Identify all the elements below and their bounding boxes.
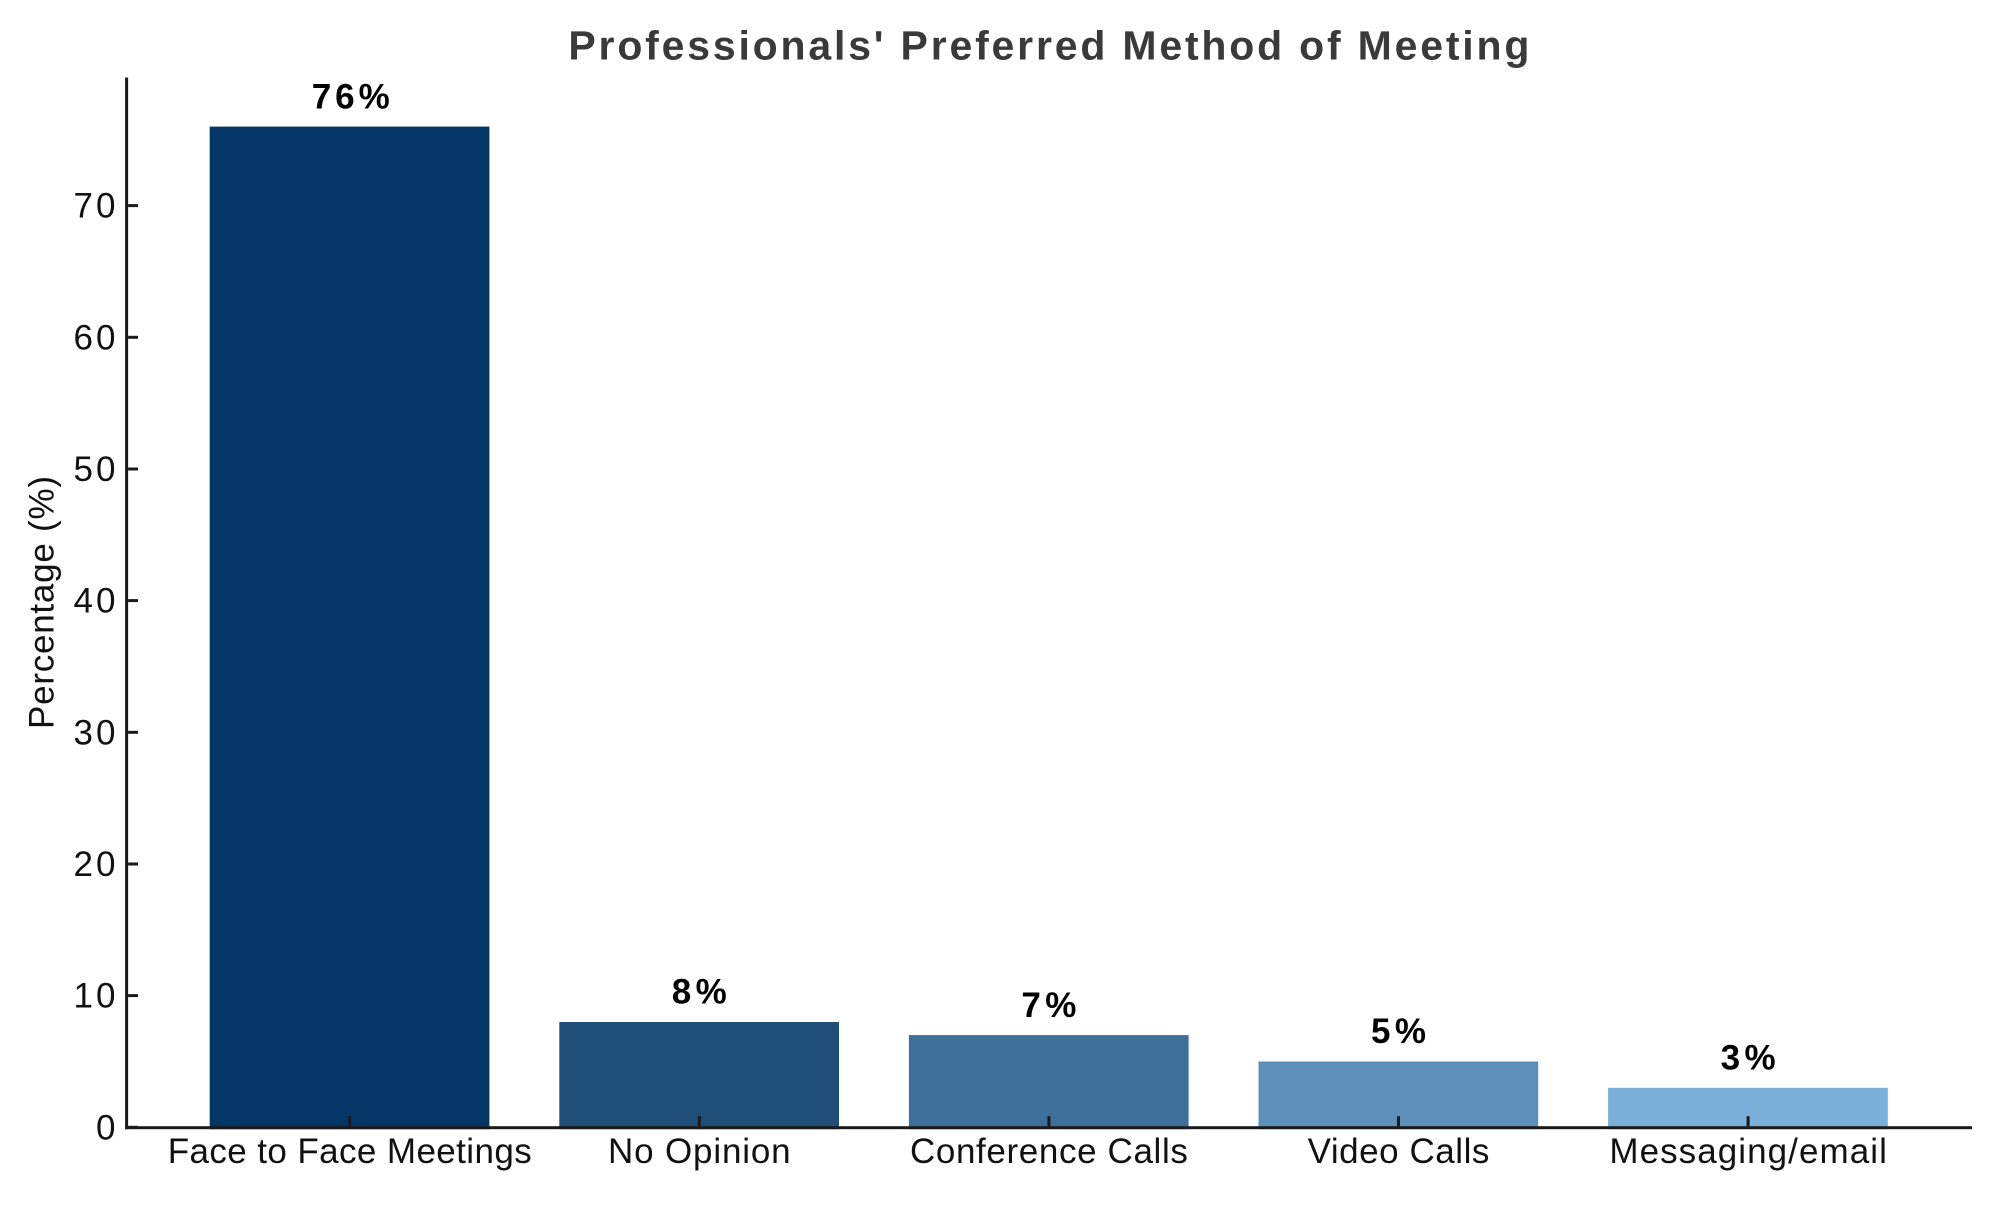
svg-text:5%: 5% [1371, 1012, 1426, 1051]
svg-text:7%: 7% [1021, 986, 1076, 1025]
svg-text:Conference Calls: Conference Calls [910, 1132, 1188, 1171]
svg-text:Percentage (%): Percentage (%) [22, 476, 61, 729]
svg-text:0: 0 [96, 1108, 115, 1147]
svg-text:3%: 3% [1721, 1039, 1776, 1078]
svg-text:Professionals' Preferred Metho: Professionals' Preferred Method of Meeti… [568, 23, 1529, 69]
svg-text:Face to Face Meetings: Face to Face Meetings [168, 1132, 532, 1171]
svg-text:8%: 8% [672, 973, 727, 1012]
svg-text:Messaging/email: Messaging/email [1609, 1132, 1887, 1171]
svg-text:No Opinion: No Opinion [608, 1132, 791, 1171]
svg-text:Video Calls: Video Calls [1308, 1132, 1490, 1171]
svg-text:76%: 76% [312, 77, 390, 116]
